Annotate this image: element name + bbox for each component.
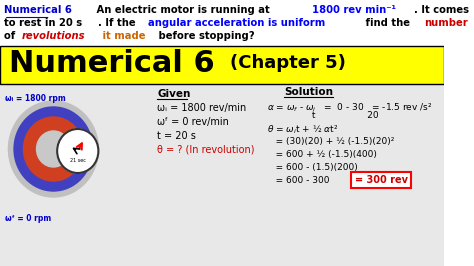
Text: = 300 rev: = 300 rev: [355, 175, 408, 185]
FancyBboxPatch shape: [0, 46, 444, 84]
Text: (Chapter 5): (Chapter 5): [229, 54, 346, 72]
Circle shape: [23, 117, 83, 181]
Text: Numerical 6: Numerical 6: [4, 5, 72, 15]
Circle shape: [9, 101, 99, 197]
Text: it made: it made: [99, 31, 145, 41]
Text: of: of: [4, 31, 18, 41]
Text: ωᶠ = 0 rev/min: ωᶠ = 0 rev/min: [157, 117, 229, 127]
Circle shape: [57, 129, 99, 173]
Text: find the: find the: [362, 18, 414, 28]
Text: to rest in 20 s: to rest in 20 s: [4, 18, 82, 28]
Text: 1800 rev min⁻¹: 1800 rev min⁻¹: [312, 5, 396, 15]
Text: = (30)(20) + ½ (-1.5)(20)²: = (30)(20) + ½ (-1.5)(20)²: [267, 137, 394, 146]
Text: angular acceleration is uniform: angular acceleration is uniform: [148, 18, 325, 28]
Text: = 600 - 300: = 600 - 300: [267, 176, 332, 185]
Text: Solution: Solution: [284, 87, 333, 97]
Text: 21 sec: 21 sec: [70, 159, 86, 164]
Text: θ = ? (In revolution): θ = ? (In revolution): [157, 145, 255, 155]
Text: Numerical 6: Numerical 6: [9, 48, 215, 77]
FancyBboxPatch shape: [351, 172, 411, 188]
Text: $\alpha$ = $\omega$$_f$ - $\omega$$_i$   =  0 - 30   = -1.5 rev /s²: $\alpha$ = $\omega$$_f$ - $\omega$$_i$ =…: [267, 101, 432, 114]
Text: = 600 + ½ (-1.5)(400): = 600 + ½ (-1.5)(400): [267, 150, 377, 159]
Text: . It comes: . It comes: [414, 5, 469, 15]
FancyBboxPatch shape: [0, 84, 444, 266]
Text: = 600 - (1.5)(200): = 600 - (1.5)(200): [267, 163, 358, 172]
Text: t = 20 s: t = 20 s: [157, 131, 196, 141]
Text: t                  20: t 20: [286, 111, 378, 120]
Text: . If the: . If the: [98, 18, 139, 28]
Text: ωᵢ = 1800 rpm: ωᵢ = 1800 rpm: [5, 94, 65, 103]
Text: ωᵢ = 1800 rev/min: ωᵢ = 1800 rev/min: [157, 103, 246, 113]
Text: number: number: [425, 18, 468, 28]
Text: $\theta$ = $\omega$$_i$t + ½ $\alpha$t²: $\theta$ = $\omega$$_i$t + ½ $\alpha$t²: [267, 123, 338, 135]
Text: An electric motor is running at: An electric motor is running at: [86, 5, 273, 15]
Text: revolutions: revolutions: [22, 31, 85, 41]
Circle shape: [14, 107, 93, 191]
Text: Given: Given: [157, 89, 191, 99]
Text: ωᶠ = 0 rpm: ωᶠ = 0 rpm: [5, 214, 51, 223]
Circle shape: [36, 131, 70, 167]
Text: before stopping?: before stopping?: [155, 31, 255, 41]
